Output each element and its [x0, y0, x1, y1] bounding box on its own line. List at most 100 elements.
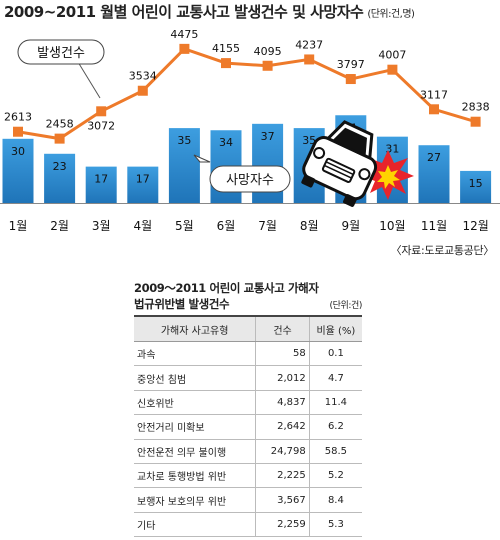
- x-tick-label: 2월: [50, 219, 69, 233]
- cell-count: 2,225: [255, 463, 310, 489]
- cell-count: 2,642: [255, 414, 310, 440]
- x-tick-label: 5월: [175, 219, 194, 233]
- legend-bubble-deaths: [209, 165, 291, 193]
- cell-type: 기타: [134, 512, 257, 538]
- table-row: 보행자 보호의무 위반 3,567 8.4: [134, 487, 362, 513]
- cell-ratio: 11.4: [309, 390, 362, 416]
- crash-burst-core: [377, 165, 400, 189]
- header-count: 건수: [255, 316, 310, 342]
- chart-unit: (단위:건,명): [367, 9, 415, 20]
- bar-label: 35: [177, 134, 191, 147]
- bar-deaths: [2, 138, 34, 203]
- line-point: [304, 54, 315, 65]
- cell-type: 중앙선 침범: [134, 365, 257, 391]
- table-row: 과속 58 0.1: [134, 341, 362, 367]
- violation-table-block: 2009～2011 어린이 교통사고 가해자 법규위반별 발생건수 (단위:건)…: [134, 280, 362, 538]
- car-windshield: [333, 127, 367, 155]
- cell-count: 58: [255, 341, 310, 367]
- cell-count: 2,012: [255, 365, 310, 391]
- bar-label: 37: [261, 130, 275, 143]
- violation-table: 가해자 사고유형 건수 비율 (%) 과속 58 0.1 중앙선 침범 2,012 4.7…: [134, 315, 362, 538]
- cell-type: 과속: [134, 341, 257, 367]
- legend-label-deaths: 사망자수: [226, 173, 274, 188]
- crash-car-illustration: [301, 120, 414, 207]
- table-row: 안전운전 의무 불이행 24,798 58.5: [134, 439, 362, 464]
- chart-source: 〈자료:도로교통공단〉: [390, 244, 495, 257]
- line-label: 2838: [462, 101, 490, 114]
- bar-label: 35: [302, 134, 316, 147]
- line-point: [137, 85, 148, 96]
- bar-deaths: [127, 166, 159, 203]
- car-wheel-left: [301, 174, 316, 188]
- table-title-line2-text: 법규위반별 발생건수: [134, 297, 230, 311]
- car-headlight-left: [313, 147, 326, 160]
- legend-bubble-accidents: [17, 39, 105, 65]
- line-point: [262, 60, 273, 71]
- chart-title: 2009~2011 월별 어린이 교통사고 발생건수 및 사망자수 (단위:건,명…: [4, 1, 415, 22]
- header-ratio: 비율 (%): [309, 316, 362, 342]
- header-type: 가해자 사고유형: [134, 316, 257, 342]
- car-wheel-right: [343, 194, 357, 207]
- bar-label: 17: [136, 173, 150, 186]
- cell-count: 3,567: [255, 487, 310, 513]
- legend-pointer-deaths: [193, 154, 211, 163]
- table-row: 안전거리 미확보 2,642 6.2: [134, 414, 362, 440]
- cell-ratio: 4.7: [309, 365, 362, 391]
- line-point: [387, 64, 398, 75]
- line-point: [54, 133, 65, 144]
- x-tick-label: 1월: [9, 219, 28, 233]
- line-label: 2613: [4, 111, 32, 124]
- bar-label: 27: [427, 151, 441, 164]
- table-row: 교차로 통행방법 위반 2,225 5.2: [134, 463, 362, 489]
- bar-label: 17: [94, 173, 108, 186]
- x-tick-label: 8월: [300, 219, 319, 233]
- x-tick-label: 9월: [341, 219, 360, 233]
- line-accidents: [17, 47, 477, 141]
- cell-type: 안전거리 미확보: [134, 414, 257, 440]
- line-label: 3117: [420, 88, 448, 101]
- line-label: 3534: [129, 70, 157, 83]
- table-row: 기타 2,259 5.3: [134, 512, 362, 538]
- line-label: 4475: [170, 28, 198, 41]
- accident-chart: 3023171735343735413127151월2월3월4월5월6월7월8월…: [0, 28, 500, 233]
- x-tick-label: 7월: [258, 219, 277, 233]
- cell-count: 2,259: [255, 512, 310, 538]
- table-title-line2: 법규위반별 발생건수 (단위:건): [134, 296, 362, 312]
- line-point: [345, 74, 356, 85]
- bar-label: 30: [11, 145, 25, 158]
- line-point: [470, 116, 481, 127]
- bar-deaths: [85, 166, 117, 203]
- cell-count: 4,837: [255, 390, 310, 416]
- line-point: [13, 126, 23, 137]
- line-label: 4237: [295, 38, 323, 51]
- table-row: 신호위반 4,837 11.4: [134, 390, 362, 416]
- line-label: 4007: [378, 49, 406, 62]
- table-header-row: 가해자 사고유형 건수 비율 (%): [134, 316, 362, 342]
- table-unit: (단위:건): [329, 301, 363, 311]
- line-point: [96, 106, 107, 117]
- cell-ratio: 0.1: [309, 341, 362, 367]
- bar-deaths: [460, 170, 492, 203]
- x-tick-label: 6월: [217, 219, 236, 233]
- line-label: 3797: [337, 58, 365, 71]
- bar-deaths: [44, 153, 76, 203]
- cell-count: 24,798: [255, 439, 310, 464]
- cell-ratio: 5.2: [309, 463, 362, 489]
- line-point: [179, 43, 190, 54]
- legend-label-accidents: 발생건수: [37, 46, 85, 61]
- x-tick-label: 11월: [421, 219, 447, 233]
- bar-label: 15: [469, 177, 483, 190]
- cell-ratio: 5.3: [309, 512, 362, 538]
- cell-type: 교차로 통행방법 위반: [134, 463, 257, 489]
- x-tick-label: 4월: [133, 219, 152, 233]
- cell-ratio: 6.2: [309, 414, 362, 440]
- bar-deaths: [168, 128, 200, 203]
- line-label: 3072: [87, 119, 115, 132]
- callout-line-accidents: [77, 61, 101, 99]
- line-label: 4155: [212, 42, 240, 55]
- cell-type: 안전운전 의무 불이행: [134, 439, 257, 464]
- table-body: 과속 58 0.1 중앙선 침범 2,012 4.7 신호위반 4,837 11.4 안전거리 미…: [134, 341, 362, 538]
- line-point: [221, 58, 231, 69]
- cell-type: 신호위반: [134, 390, 257, 416]
- cell-ratio: 58.5: [309, 439, 362, 464]
